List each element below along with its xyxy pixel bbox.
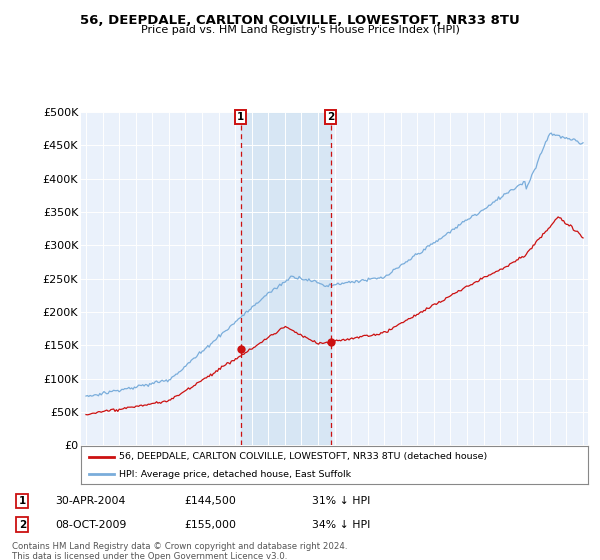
- Text: 1: 1: [237, 112, 244, 122]
- Text: £155,000: £155,000: [185, 520, 237, 530]
- Text: 08-OCT-2009: 08-OCT-2009: [55, 520, 127, 530]
- Text: Contains HM Land Registry data © Crown copyright and database right 2024.
This d: Contains HM Land Registry data © Crown c…: [12, 542, 347, 560]
- Text: 56, DEEPDALE, CARLTON COLVILLE, LOWESTOFT, NR33 8TU: 56, DEEPDALE, CARLTON COLVILLE, LOWESTOF…: [80, 14, 520, 27]
- Text: 2: 2: [327, 112, 334, 122]
- Text: 56, DEEPDALE, CARLTON COLVILLE, LOWESTOFT, NR33 8TU (detached house): 56, DEEPDALE, CARLTON COLVILLE, LOWESTOF…: [119, 452, 487, 461]
- Text: HPI: Average price, detached house, East Suffolk: HPI: Average price, detached house, East…: [119, 470, 351, 479]
- Text: 30-APR-2004: 30-APR-2004: [55, 496, 125, 506]
- Text: 1: 1: [19, 496, 26, 506]
- Bar: [241, 112, 331, 445]
- Text: 34% ↓ HPI: 34% ↓ HPI: [311, 520, 370, 530]
- Text: 2: 2: [19, 520, 26, 530]
- Text: 31% ↓ HPI: 31% ↓ HPI: [311, 496, 370, 506]
- Text: Price paid vs. HM Land Registry's House Price Index (HPI): Price paid vs. HM Land Registry's House …: [140, 25, 460, 35]
- Text: £144,500: £144,500: [185, 496, 236, 506]
